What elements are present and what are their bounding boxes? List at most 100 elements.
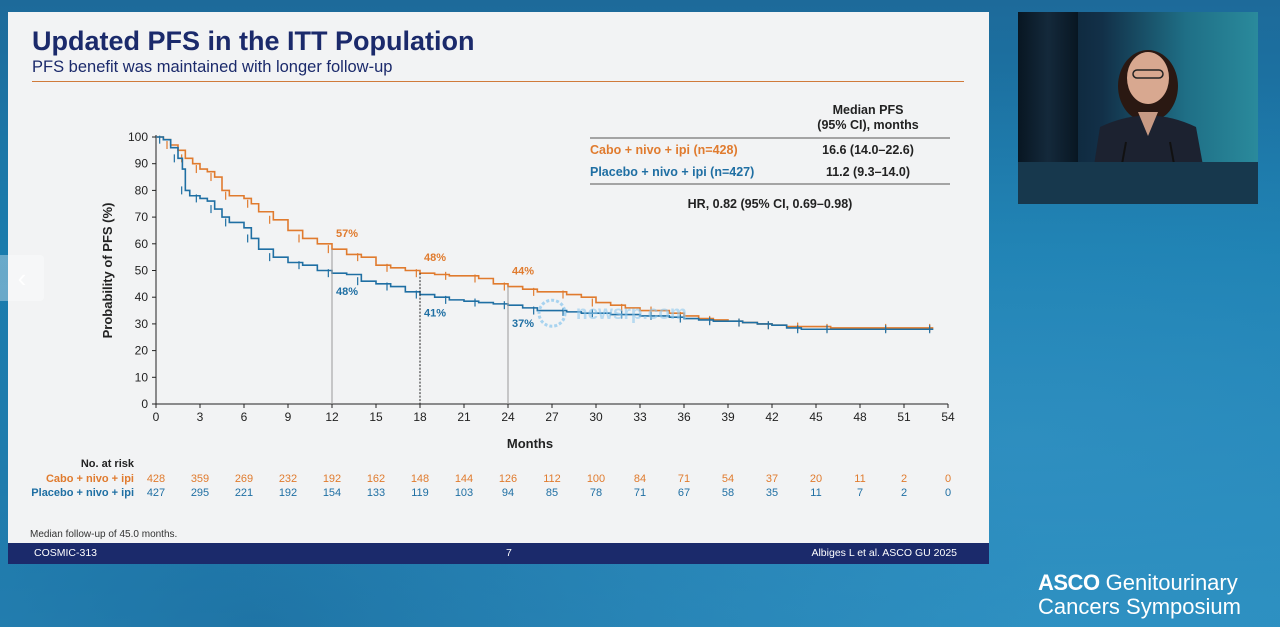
y-tick-label: 60	[135, 237, 149, 251]
risk-count: 232	[279, 473, 297, 485]
x-tick-label: 39	[721, 410, 735, 424]
study-name: COSMIC-313	[34, 547, 98, 559]
slide-subtitle: PFS benefit was maintained with longer f…	[32, 58, 393, 76]
summary-header-line1: Median PFS	[833, 103, 904, 117]
risk-count: 37	[766, 473, 778, 485]
slide-footer: COSMIC-313 7 Albiges L et al. ASCO GU 20…	[8, 543, 989, 564]
summary-header-line2: (95% CI), months	[817, 118, 918, 132]
milestone-label-cabo: 48%	[424, 252, 446, 264]
risk-count: 78	[590, 487, 602, 499]
slide-title: Updated PFS in the ITT Population	[32, 26, 475, 56]
risk-count: 71	[634, 487, 646, 499]
risk-count: 67	[678, 487, 690, 499]
risk-count: 427	[147, 487, 165, 499]
x-tick-label: 12	[325, 410, 339, 424]
risk-count: 85	[546, 487, 558, 499]
conference-logo: ASCO Genitourinary Cancers Symposium	[1038, 570, 1241, 620]
summary-value: 16.6 (14.0–22.6)	[822, 143, 914, 157]
risk-count: 94	[502, 487, 514, 499]
milestone-label-placebo: 41%	[424, 308, 446, 320]
y-tick-label: 50	[135, 264, 149, 278]
risk-count: 20	[810, 473, 822, 485]
risk-count: 133	[367, 487, 385, 499]
risk-row-label: Cabo + nivo + ipi	[46, 473, 134, 485]
km-curve-placebo	[156, 136, 934, 331]
x-tick-label: 0	[153, 410, 160, 424]
y-tick-label: 20	[135, 344, 149, 358]
y-tick-label: 70	[135, 210, 149, 224]
risk-count: 154	[323, 487, 341, 499]
citation: Albiges L et al. ASCO GU 2025	[811, 547, 957, 559]
risk-count: 144	[455, 473, 473, 485]
risk-count: 295	[191, 487, 209, 499]
risk-count: 0	[945, 473, 951, 485]
milestone-label-cabo: 57%	[336, 228, 358, 240]
x-tick-label: 54	[941, 410, 955, 424]
y-tick-label: 90	[135, 157, 149, 171]
risk-table-title: No. at risk	[81, 458, 135, 470]
x-axis-label: Months	[507, 436, 553, 451]
risk-count: 100	[587, 473, 605, 485]
summary-arm-label: Cabo + nivo + ipi (n=428)	[590, 143, 738, 157]
speaker-video	[1018, 12, 1258, 204]
risk-count: 71	[678, 473, 690, 485]
risk-count: 58	[722, 487, 734, 499]
x-tick-label: 18	[413, 410, 427, 424]
x-tick-label: 51	[897, 410, 911, 424]
title-divider	[32, 81, 964, 82]
risk-count: 162	[367, 473, 385, 485]
x-tick-label: 48	[853, 410, 867, 424]
risk-count: 11	[854, 473, 865, 485]
km-curve-cabo	[156, 136, 934, 329]
risk-count: 119	[411, 487, 429, 499]
x-tick-label: 42	[765, 410, 779, 424]
risk-count: 269	[235, 473, 253, 485]
x-tick-label: 45	[809, 410, 823, 424]
x-tick-label: 15	[369, 410, 383, 424]
risk-count: 103	[455, 487, 473, 499]
logo-bold: ASCO	[1038, 570, 1100, 595]
risk-count: 428	[147, 473, 165, 485]
logo-line2: Cancers Symposium	[1038, 594, 1241, 619]
risk-count: 7	[857, 487, 863, 499]
y-tick-label: 100	[128, 130, 148, 144]
risk-count: 148	[411, 473, 429, 485]
page-number: 7	[506, 547, 512, 559]
risk-count: 2	[901, 473, 907, 485]
summary-value: 11.2 (9.3–14.0)	[826, 165, 910, 179]
hazard-ratio: HR, 0.82 (95% CI, 0.69–0.98)	[688, 197, 853, 211]
y-tick-label: 80	[135, 183, 149, 197]
milestone-label-placebo: 37%	[512, 318, 534, 330]
x-tick-label: 21	[457, 410, 471, 424]
milestone-label-placebo: 48%	[336, 286, 358, 298]
slide: Updated PFS in the ITT Population PFS be…	[8, 12, 989, 564]
x-tick-label: 36	[677, 410, 691, 424]
x-tick-label: 6	[241, 410, 248, 424]
footnote: Median follow-up of 45.0 months.	[30, 529, 178, 540]
risk-count: 112	[543, 473, 561, 485]
previous-slide-button[interactable]: ‹	[0, 255, 44, 301]
risk-row-label: Placebo + nivo + ipi	[31, 487, 134, 499]
x-tick-label: 33	[633, 410, 647, 424]
risk-count: 35	[766, 487, 778, 499]
x-tick-label: 3	[197, 410, 204, 424]
risk-count: 2	[901, 487, 907, 499]
logo-rest: Genitourinary	[1099, 570, 1238, 595]
watermark-text: newsrp.com	[576, 303, 687, 324]
risk-count: 192	[279, 487, 297, 499]
risk-count: 0	[945, 487, 951, 499]
risk-count: 359	[191, 473, 209, 485]
risk-count: 11	[810, 487, 821, 499]
x-tick-label: 9	[285, 410, 292, 424]
milestone-label-cabo: 44%	[512, 266, 534, 278]
x-tick-label: 24	[501, 410, 515, 424]
risk-count: 84	[634, 473, 646, 485]
y-tick-label: 0	[141, 397, 148, 411]
risk-count: 54	[722, 473, 734, 485]
risk-count: 221	[235, 487, 253, 499]
x-tick-label: 30	[589, 410, 603, 424]
risk-count: 192	[323, 473, 341, 485]
podium	[1018, 162, 1258, 204]
y-tick-label: 10	[135, 370, 149, 384]
watermark-icon	[537, 298, 567, 328]
